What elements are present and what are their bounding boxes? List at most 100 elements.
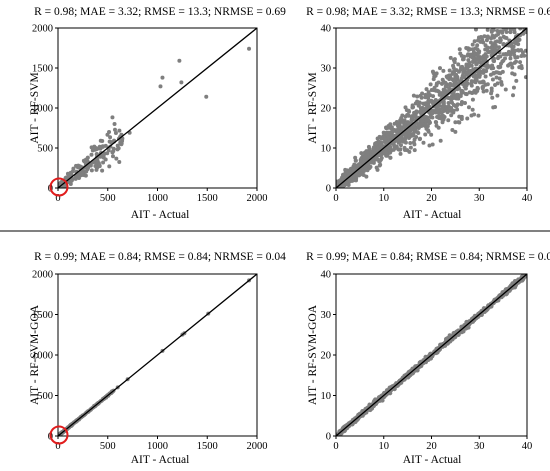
scatter-point — [485, 45, 490, 50]
x-tick-label: 0 — [55, 193, 60, 204]
scatter-point — [451, 103, 456, 108]
scatter-point — [417, 109, 422, 114]
scatter-point — [497, 45, 502, 50]
scatter-point — [363, 153, 368, 158]
scatter-point — [71, 166, 76, 171]
scatter-point — [518, 19, 522, 23]
scatter-point — [510, 49, 515, 54]
scatter-point — [495, 39, 500, 44]
scatter-point — [500, 29, 505, 34]
y-tick-label: 0 — [326, 184, 331, 195]
y-tick-label: 1500 — [32, 64, 53, 75]
scatter-point — [519, 66, 524, 71]
scatter-point — [459, 102, 464, 107]
scatter-point — [514, 78, 519, 83]
scatter-point — [435, 88, 440, 93]
scatter-point — [428, 82, 433, 87]
scatter-point — [415, 99, 420, 104]
scatter-point — [108, 135, 113, 140]
scatter-point — [354, 171, 359, 176]
scatter-point — [378, 157, 383, 162]
scatter-point — [434, 83, 439, 88]
scatter-point — [419, 95, 424, 100]
scatter-points — [58, 46, 252, 188]
scatter-point — [456, 62, 461, 67]
x-tick-label: 1500 — [197, 441, 218, 452]
scatter-point — [501, 58, 506, 63]
scatter-point — [507, 23, 511, 27]
scatter-point — [489, 49, 494, 54]
scatter-point — [457, 47, 462, 52]
scatter-point — [378, 162, 383, 167]
scatter-point — [371, 147, 376, 152]
scatter-point — [103, 157, 108, 162]
scatter-point — [490, 33, 495, 38]
scatter-point — [426, 90, 431, 95]
scatter-point — [389, 126, 394, 131]
scatter-point — [522, 21, 526, 25]
y-tick-label: 10 — [321, 144, 332, 155]
scatter-point — [519, 48, 524, 53]
scatter-point — [423, 101, 428, 106]
y-tick-label: 2000 — [32, 24, 53, 35]
scatter-point — [462, 67, 467, 72]
scatter-point — [101, 160, 106, 165]
scatter-point — [437, 66, 442, 71]
scatter-point — [367, 146, 372, 151]
scatter-point — [117, 128, 122, 133]
scatter-point — [512, 72, 517, 77]
x-axis-label: AIT - Actual — [403, 209, 462, 221]
scatter-point — [375, 148, 380, 153]
scatter-point — [455, 107, 460, 112]
scatter-point — [493, 44, 498, 49]
scatter-point — [490, 77, 495, 82]
scatter-point — [459, 53, 464, 58]
y-tick-label: 2000 — [32, 270, 53, 281]
scatter-point — [491, 71, 496, 76]
scatter-point — [481, 79, 486, 84]
scatter-point — [386, 135, 391, 140]
x-tick-label: 30 — [474, 441, 485, 452]
scatter-point — [514, 21, 518, 25]
scatter-point — [430, 69, 435, 74]
scatter-point — [484, 69, 489, 74]
scatter-point — [489, 29, 494, 34]
scatter-point — [510, 65, 515, 70]
scatter-point — [480, 56, 485, 61]
scatter-point — [497, 76, 502, 81]
scatter-point — [436, 109, 441, 114]
scatter-point — [509, 62, 514, 67]
scatter-point — [511, 85, 516, 90]
scatter-point — [410, 127, 415, 132]
scatter-point — [485, 28, 490, 32]
scatter-point — [101, 153, 106, 158]
scatter-point — [469, 113, 474, 118]
scatter-point — [358, 157, 363, 162]
scatter-point — [388, 150, 393, 155]
scatter-point — [506, 23, 510, 27]
scatter-point — [501, 42, 506, 47]
scatter-point — [501, 52, 506, 57]
scatter-point — [513, 55, 518, 60]
scatter-point — [507, 20, 511, 24]
scatter-point — [402, 123, 407, 128]
y-axis-label: AIT - RF-SVM — [307, 72, 319, 143]
scatter-point — [438, 138, 443, 143]
y-tick-label: 1000 — [32, 104, 53, 115]
scatter-point — [107, 164, 112, 169]
scatter-point — [117, 160, 122, 165]
scatter-point — [491, 57, 496, 62]
scatter-point — [459, 114, 464, 119]
chart-stats-text: R = 0.98; MAE = 3.32; RMSE = 13.3; NRMSE… — [34, 6, 286, 18]
scatter-point — [114, 156, 119, 161]
scatter-point — [485, 65, 490, 70]
scatter-point — [94, 147, 99, 152]
scatter-point — [508, 30, 513, 35]
scatter-point — [446, 118, 451, 123]
chart-panel-3: R = 0.99; MAE = 0.84; RMSE = 0.84; NRMSE… — [29, 251, 286, 466]
reference-line — [335, 27, 528, 189]
scatter-point — [456, 120, 461, 125]
scatter-point — [434, 120, 439, 125]
scatter-point — [445, 110, 450, 115]
